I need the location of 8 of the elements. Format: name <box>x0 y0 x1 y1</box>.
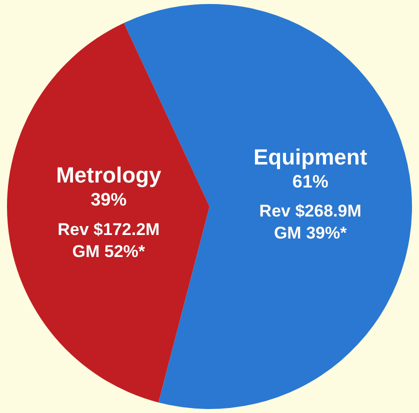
data-label: 61% <box>292 171 328 192</box>
text: GM 52%* <box>72 242 146 261</box>
text: Rev $172.2M <box>58 220 160 239</box>
data-label: 39% <box>90 190 127 210</box>
text: GM 39%* <box>274 224 348 243</box>
slice-label: Equipment <box>253 144 368 170</box>
slice-label: Metrology <box>56 162 162 188</box>
text: Rev $268.9M <box>259 202 362 221</box>
